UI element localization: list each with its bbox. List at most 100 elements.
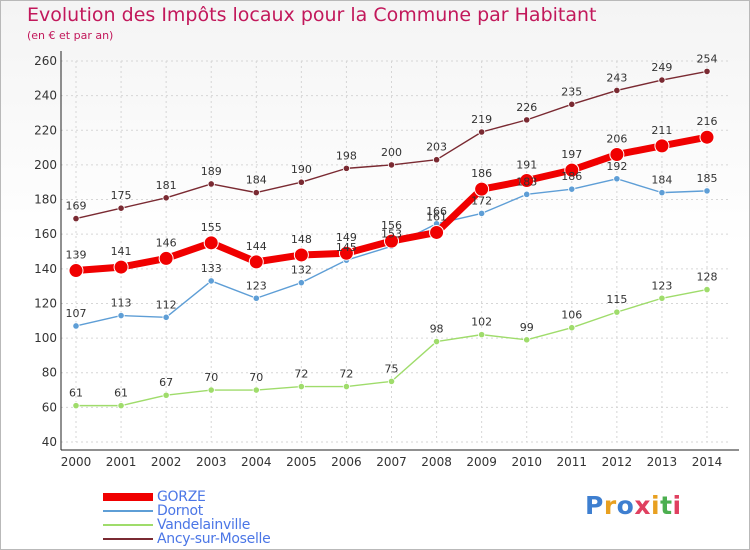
data-labels: 169 175 181 189 184 190 198 200 203 219 226 235 243 2… (66, 52, 718, 399)
data-label: 197 (561, 148, 582, 161)
data-label: 161 (426, 210, 447, 223)
data-point (162, 194, 170, 202)
legend-label: Dornot (157, 503, 203, 519)
data-label: 198 (336, 149, 357, 162)
logo-letter: x (634, 491, 651, 520)
y-tick-label: 100 (34, 331, 57, 345)
data-point (523, 190, 531, 198)
data-point (117, 204, 125, 212)
data-label: 112 (156, 298, 177, 311)
data-point (609, 147, 625, 163)
data-point (293, 247, 309, 263)
data-point (658, 76, 666, 84)
data-point (207, 386, 215, 394)
data-label: 153 (381, 227, 402, 240)
data-label: 243 (606, 71, 627, 84)
legend-item: Dornot (103, 503, 203, 519)
data-label: 61 (114, 387, 128, 400)
chart-subtitle: (en € et par an) (27, 29, 114, 42)
data-label: 133 (201, 262, 222, 275)
logo-letter: i (651, 491, 661, 520)
data-label: 123 (651, 279, 672, 292)
data-point (297, 279, 305, 287)
x-tick-label: 2013 (647, 455, 678, 469)
data-point (654, 138, 670, 154)
data-label: 75 (385, 362, 399, 375)
x-tick-label: 2014 (692, 455, 723, 469)
y-tick-label: 240 (34, 89, 57, 103)
data-label: 115 (606, 293, 627, 306)
x-tick-label: 2011 (557, 455, 588, 469)
x-tick-label: 2001 (106, 455, 137, 469)
data-label: 249 (651, 61, 672, 74)
data-label: 72 (294, 368, 308, 381)
data-point (519, 172, 535, 188)
data-label: 183 (516, 175, 537, 188)
data-point (72, 214, 80, 223)
legend-item: Vandelainville (103, 517, 250, 533)
logo-letter: r (603, 491, 617, 520)
x-tick-label: 2012 (602, 455, 633, 469)
data-label: 70 (249, 371, 263, 384)
data-label: 219 (471, 113, 492, 126)
legend-label: Vandelainville (157, 517, 251, 533)
data-point (564, 162, 580, 178)
legend-swatch (103, 493, 153, 501)
y-tick-label: 60 (42, 400, 57, 414)
data-point (207, 277, 215, 285)
x-tick-label: 2009 (466, 455, 497, 469)
data-point (387, 161, 396, 169)
data-label: 216 (697, 115, 718, 128)
data-label: 184 (246, 174, 267, 187)
legend-item: Ancy-sur-Moselle (103, 531, 271, 547)
data-point (338, 245, 354, 261)
data-label: 132 (291, 264, 312, 277)
data-point (429, 224, 445, 240)
data-label: 185 (697, 172, 718, 185)
data-label: 186 (561, 170, 582, 183)
x-tick-label: 2006 (331, 455, 362, 469)
logo-letter: P (585, 491, 604, 520)
data-point (162, 313, 170, 321)
x-tick-label: 2005 (286, 455, 317, 469)
logo-letter: o (616, 491, 635, 520)
data-point (248, 254, 264, 270)
data-point (613, 175, 621, 183)
y-tick-label: 180 (34, 193, 57, 207)
data-label: 107 (66, 307, 87, 320)
data-point (703, 67, 711, 75)
data-label: 72 (339, 368, 353, 381)
data-point (297, 178, 305, 186)
axes: 40 60 80 100 120 140 160 180 200 220 240 260 2000 200… (34, 51, 739, 469)
y-tick-label: 80 (42, 366, 57, 380)
data-label: 189 (201, 165, 222, 178)
data-label: 254 (697, 52, 718, 65)
data-point (699, 129, 715, 145)
data-point (478, 331, 486, 339)
data-point (478, 209, 486, 217)
data-label: 181 (156, 179, 177, 192)
legend-label: Ancy-sur-Moselle (157, 531, 271, 547)
data-label: 102 (471, 316, 492, 329)
x-tick-label: 2007 (376, 455, 407, 469)
data-label: 106 (561, 309, 582, 322)
x-tick-label: 2003 (196, 455, 227, 469)
series-lines (68, 67, 715, 410)
proxiti-logo: Proxiti (585, 491, 682, 520)
data-label: 61 (69, 387, 83, 400)
y-tick-label: 200 (34, 158, 57, 172)
y-tick-label: 40 (42, 435, 57, 449)
data-label: 67 (159, 376, 173, 389)
data-point (432, 337, 441, 346)
data-label: 190 (291, 163, 312, 176)
data-label: 206 (606, 133, 627, 146)
data-label: 186 (471, 167, 492, 180)
data-label: 175 (111, 189, 132, 202)
data-point (162, 391, 170, 399)
data-point (113, 259, 129, 275)
data-label: 235 (561, 85, 582, 98)
data-label: 148 (291, 233, 312, 246)
data-point (203, 235, 219, 251)
